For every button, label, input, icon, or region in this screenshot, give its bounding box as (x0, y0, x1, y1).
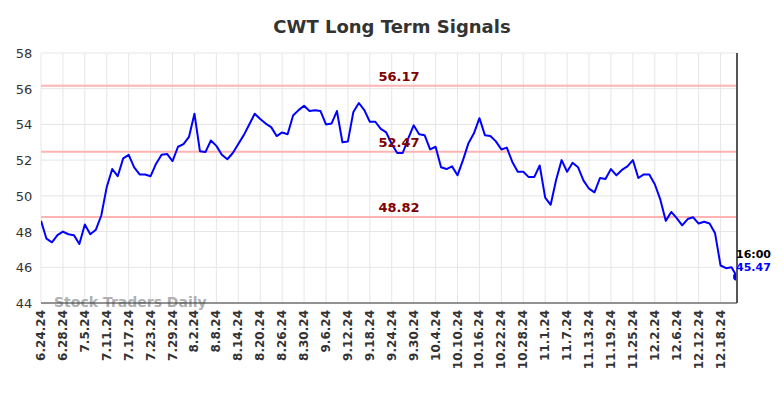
x-tick-label: 12.12.24 (692, 310, 706, 369)
x-tick-label: 6.24.24 (34, 310, 48, 361)
end-value-label: 45.47 (736, 261, 771, 274)
x-tick-label: 8.2.24 (187, 310, 201, 353)
y-tick-label: 48 (16, 225, 33, 240)
x-tick-label: 9.18.24 (363, 310, 377, 361)
grid-line (523, 53, 524, 303)
x-tick-label: 10.28.24 (516, 310, 530, 369)
x-tick-label: 6.28.24 (56, 310, 70, 361)
grid-line (545, 53, 546, 303)
reference-line (41, 151, 737, 153)
reference-line (41, 85, 737, 87)
title: CWT Long Term Signals (273, 16, 510, 37)
x-tick-label: 12.2.24 (648, 310, 662, 361)
grid-line (84, 53, 85, 303)
x-tick-label: 9.24.24 (385, 310, 399, 361)
x-tick-label: 8.26.24 (275, 310, 289, 361)
x-tick-label: 8.20.24 (253, 310, 267, 361)
grid-line (172, 53, 173, 303)
watermark: Stock Traders Daily (54, 294, 207, 310)
reference-line (41, 216, 737, 218)
x-tick-label: 7.5.24 (78, 310, 92, 353)
y-tick-label: 54 (16, 117, 33, 132)
grid-line (304, 53, 305, 303)
grid-line (435, 53, 436, 303)
x-axis (41, 303, 737, 304)
grid-line (128, 53, 129, 303)
grid-line (62, 53, 63, 303)
x-tick-label: 11.25.24 (626, 310, 640, 369)
y-tick-label: 46 (16, 260, 33, 275)
grid-line (567, 53, 568, 303)
series-line (41, 103, 737, 277)
grid-line (676, 53, 677, 303)
grid-line (479, 53, 480, 303)
x-tick-label: 11.1.24 (538, 310, 552, 361)
x-tick-label: 11.19.24 (604, 310, 618, 369)
grid-line (589, 53, 590, 303)
y-tick-label: 44 (16, 296, 33, 311)
x-tick-label: 8.8.24 (209, 310, 223, 353)
grid-line (106, 53, 107, 303)
grid-line (369, 53, 370, 303)
x-tick-label: 12.6.24 (670, 310, 684, 361)
grid-line (216, 53, 217, 303)
y-tick-label: 56 (16, 82, 33, 97)
reference-label: 48.82 (378, 200, 419, 215)
x-tick-label: 12.18.24 (714, 310, 728, 369)
grid-line (457, 53, 458, 303)
reference-label: 52.47 (378, 135, 419, 150)
grid-line (282, 53, 283, 303)
x-tick-label: 10.10.24 (451, 310, 465, 369)
x-tick-label: 7.11.24 (100, 310, 114, 361)
x-tick-label: 8.14.24 (231, 310, 245, 361)
x-tick-label: 11.7.24 (560, 310, 574, 361)
grid-line (194, 53, 195, 303)
grid-line (654, 53, 655, 303)
x-tick-label: 7.23.24 (144, 310, 158, 361)
grid-line (260, 53, 261, 303)
end-time-label: 16:00 (736, 248, 771, 261)
grid-line (325, 53, 326, 303)
x-tick-label: 9.30.24 (407, 310, 421, 361)
x-tick-label: 8.30.24 (297, 310, 311, 361)
x-tick-label: 7.29.24 (166, 310, 180, 361)
grid-line (698, 53, 699, 303)
grid-line (41, 303, 737, 304)
y-tick-label: 52 (16, 153, 33, 168)
grid-line (501, 53, 502, 303)
y-tick-label: 50 (16, 189, 33, 204)
x-tick-label: 7.17.24 (122, 310, 136, 361)
x-tick-label: 10.16.24 (472, 310, 486, 369)
x-tick-label: 10.4.24 (429, 310, 443, 361)
reference-label: 56.17 (378, 69, 419, 84)
grid-line (238, 53, 239, 303)
x-tick-label: 10.22.24 (494, 310, 508, 369)
grid-line (347, 53, 348, 303)
grid-line (391, 53, 392, 303)
grid-line (150, 53, 151, 303)
x-tick-label: 9.6.24 (319, 310, 333, 353)
grid-line (632, 53, 633, 303)
x-tick-label: 9.12.24 (341, 310, 355, 361)
plot-area (41, 86, 737, 281)
grid-line (610, 53, 611, 303)
y-tick-label: 58 (16, 46, 33, 61)
grid-line (413, 53, 414, 303)
grid-line (41, 53, 42, 303)
x-tick-label: 11.13.24 (582, 310, 596, 369)
chart: CWT Long Term Signals 44 46 48 50 52 54 56 58 6.2… (0, 0, 784, 398)
